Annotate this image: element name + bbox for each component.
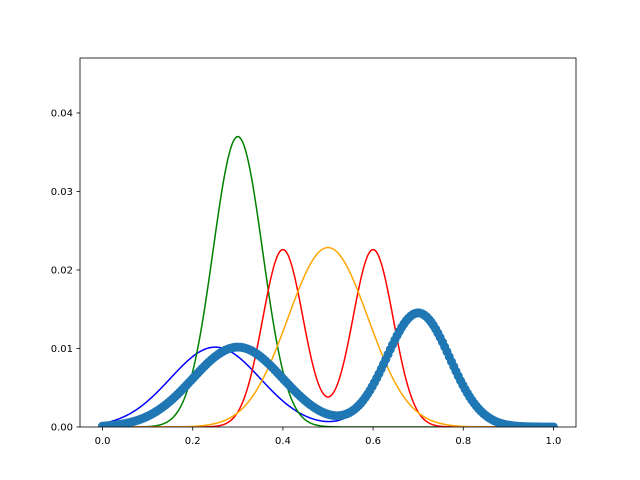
x-tick-label: 0.6	[365, 436, 381, 447]
x-tick-label: 0.4	[275, 436, 291, 447]
x-axis-ticks: 0.0 0.2 0.4 0.6 0.8 1.0	[95, 427, 562, 447]
series-line-2	[102, 248, 554, 427]
y-axis-ticks: 0.00 0.01 0.02 0.03 0.04	[51, 108, 80, 434]
plot-area	[80, 58, 576, 427]
scatter-layer	[98, 308, 558, 427]
y-tick-label: 0.02	[51, 265, 73, 276]
plot-frame	[79, 57, 577, 428]
scatter-point	[548, 422, 558, 427]
y-tick-label: 0.01	[51, 344, 73, 355]
x-tick-label: 0.0	[95, 436, 111, 447]
x-tick-label: 0.8	[455, 436, 471, 447]
y-tick-label: 0.00	[51, 423, 73, 434]
x-tick-label: 1.0	[546, 436, 562, 447]
x-tick-label: 0.2	[185, 436, 201, 447]
y-tick-label: 0.03	[51, 187, 73, 198]
y-tick-label: 0.04	[51, 108, 73, 119]
